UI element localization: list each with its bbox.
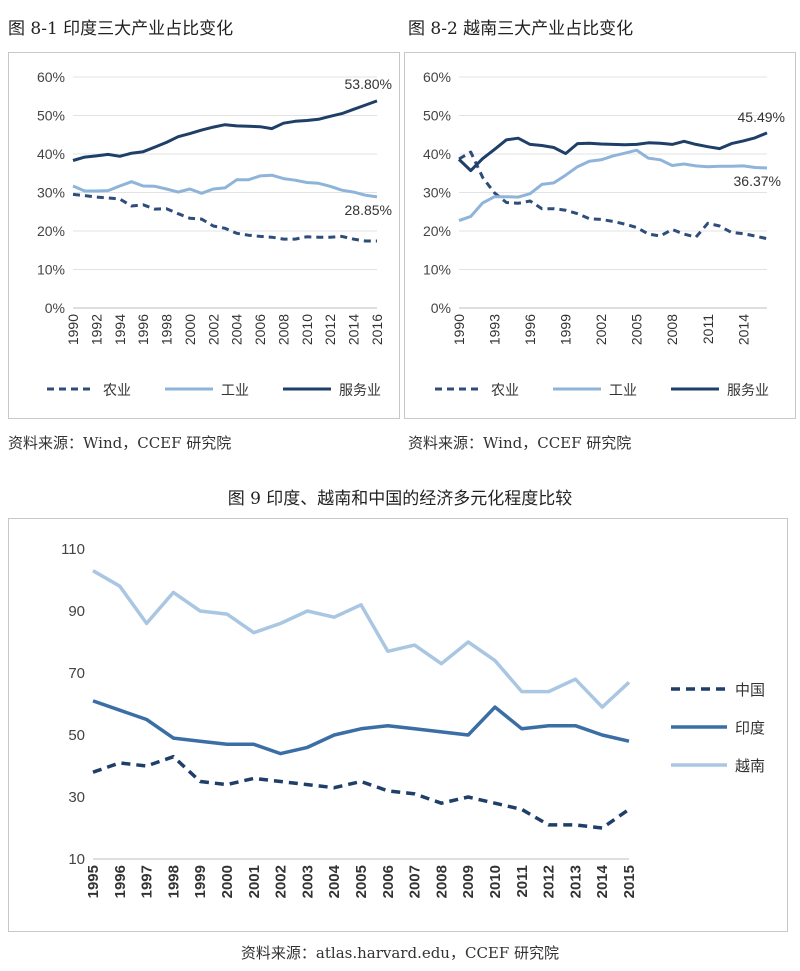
x-tick-label: 2015 [621,865,638,898]
chart1-svg: 0% 10% 20% 30% 40% 50% 60% 1990 1992 1994 1996 1998… [37,69,392,398]
y-tick-label: 70 [68,665,85,682]
x-tick-label: 2007 [407,865,424,898]
legend-label: 服务业 [339,382,381,398]
x-tick-label: 2010 [487,865,504,898]
y-tick-label: 0% [431,300,451,316]
legend-label: 工业 [609,382,637,398]
y-tick-label: 30 [68,789,85,806]
legend-label: 农业 [491,382,519,398]
x-tick-label: 1993 [487,314,503,345]
x-tick-label: 2012 [541,865,558,898]
x-tick-label: 2008 [664,314,680,345]
x-tick-label: 2012 [322,314,338,345]
x-tick-label: 2002 [593,314,609,345]
x-tick-label: 1999 [558,314,574,345]
x-tick-label: 2000 [182,314,198,345]
x-tick-label: 2011 [700,314,716,344]
x-tick-label: 2002 [205,314,221,345]
y-tick-label: 90 [68,603,85,620]
x-tick-label: 2005 [353,865,370,898]
chart2-svg: 0% 10% 20% 30% 40% 50% 60% 1990 1993 1996 1999 2002… [423,69,785,398]
chart2-source: 资料来源：Wind，CCEF 研究院 [408,434,632,452]
x-tick-label: 2005 [629,314,645,345]
x-tick-label: 2002 [273,865,290,898]
series-line-农业 [458,150,768,241]
chart3-source: 资料来源：atlas.harvard.edu，CCEF 研究院 [240,944,560,962]
x-tick-label: 1996 [522,314,538,345]
y-tick-label: 30% [423,185,451,201]
x-tick-label: 1995 [85,865,102,898]
y-tick-label: 30% [37,185,65,201]
x-tick-label: 2004 [326,864,343,898]
x-tick-label: 2008 [275,314,291,345]
data-label: 45.49% [738,109,785,125]
x-tick-label: 2014 [346,314,362,345]
y-tick-label: 10% [423,262,451,278]
x-tick-label: 2003 [299,865,316,898]
legend-label: 服务业 [727,382,769,398]
y-tick-label: 50% [37,108,65,124]
y-tick-label: 60% [423,69,451,85]
legend-label: 越南 [735,758,765,775]
x-tick-label: 2004 [229,314,245,345]
legend-label: 印度 [735,720,765,737]
x-tick-label: 2008 [433,865,450,898]
y-tick-label: 10 [68,851,85,868]
y-tick-label: 60% [37,69,65,85]
x-tick-label: 1996 [112,865,129,898]
data-label: 28.85% [345,202,392,218]
y-tick-label: 50 [68,727,85,744]
x-tick-label: 1998 [159,314,175,345]
x-tick-label: 2011 [514,865,531,898]
series-line-工业 [458,148,768,223]
legend-label: 中国 [735,682,765,699]
x-tick-label: 1998 [165,865,182,898]
y-tick-label: 10% [37,262,65,278]
legend-label: 农业 [103,382,131,398]
y-tick-label: 40% [423,146,451,162]
chart2-panel: 0% 10% 20% 30% 40% 50% 60% 1990 1993 1996 1999 2002… [404,52,796,419]
y-tick-label: 110 [61,541,85,558]
x-tick-label: 1997 [139,865,156,898]
data-label: 36.37% [734,173,781,189]
x-tick-label: 1992 [88,314,104,345]
x-tick-label: 1994 [112,314,128,345]
series-line-越南 [92,569,631,709]
x-tick-label: 2014 [735,314,751,345]
x-tick-label: 2001 [246,865,263,898]
chart1-title: 图 8-1 印度三大产业占比变化 [8,19,234,39]
series-line-服务业 [457,131,768,173]
x-tick-label: 2006 [252,314,268,345]
x-tick-label: 2010 [299,314,315,345]
x-tick-label: 1990 [451,314,467,345]
chart3-title: 图 9 印度、越南和中国的经济多元化程度比较 [227,489,573,509]
x-tick-label: 2014 [594,864,611,898]
series-line-农业 [72,192,377,243]
y-tick-label: 20% [423,223,451,239]
series-line-中国 [92,754,630,830]
y-tick-label: 0% [45,300,65,316]
chart1-panel: 0% 10% 20% 30% 40% 50% 60% 1990 1992 1994 1996 1998… [8,52,400,419]
chart3-panel: 10 30 50 70 90 110 1995 1996 1997 1998 1999 2000 200… [8,518,788,932]
x-tick-label: 1999 [192,865,209,898]
x-tick-label: 2013 [567,865,584,898]
data-label: 53.80% [345,76,392,92]
x-tick-label: 2016 [369,314,385,345]
y-tick-label: 50% [423,108,451,124]
series-line-工业 [72,173,378,199]
x-tick-label: 1996 [135,314,151,345]
series-line-印度 [92,699,630,756]
legend-label: 工业 [221,382,249,398]
chart2-title: 图 8-2 越南三大产业占比变化 [408,19,634,39]
y-tick-label: 20% [37,223,65,239]
chart1-source: 资料来源：Wind，CCEF 研究院 [8,434,232,452]
x-tick-label: 1990 [65,314,81,345]
x-tick-label: 2006 [380,865,397,898]
x-tick-label: 2000 [219,865,236,898]
y-tick-label: 40% [37,146,65,162]
chart3-svg: 10 30 50 70 90 110 1995 1996 1997 1998 1999 2000 200… [61,541,765,898]
series-line-服务业 [72,99,378,162]
x-tick-label: 2009 [460,865,477,898]
